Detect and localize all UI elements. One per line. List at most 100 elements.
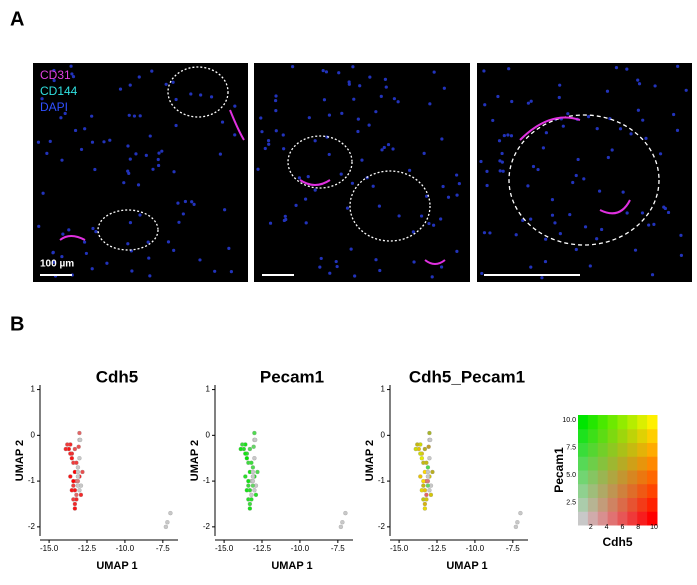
nucleus bbox=[160, 149, 164, 153]
point bbox=[428, 437, 433, 443]
nucleus bbox=[672, 112, 676, 117]
nucleus bbox=[550, 213, 555, 217]
nucleus bbox=[37, 224, 41, 228]
legend-cell bbox=[637, 456, 648, 471]
legend-cell bbox=[627, 415, 638, 430]
nucleus bbox=[291, 65, 295, 69]
nucleus bbox=[561, 124, 565, 128]
nucleus bbox=[345, 206, 350, 210]
point bbox=[250, 483, 256, 488]
point bbox=[77, 488, 82, 493]
point bbox=[425, 478, 431, 484]
legend-cell bbox=[617, 483, 628, 498]
nucleus bbox=[412, 260, 416, 264]
point bbox=[422, 446, 428, 452]
legend-x-tick: 10 bbox=[650, 524, 658, 531]
nucleus bbox=[128, 221, 133, 225]
point bbox=[250, 465, 256, 470]
nucleus bbox=[491, 118, 495, 123]
y-axis-label: UMAP 2 bbox=[189, 440, 201, 481]
legend-x-label: Cdh5 bbox=[603, 535, 633, 549]
point bbox=[163, 524, 169, 529]
nucleus bbox=[313, 139, 317, 143]
point bbox=[252, 488, 257, 493]
panel-label: A bbox=[10, 8, 24, 30]
nucleus bbox=[506, 133, 510, 137]
point bbox=[425, 483, 431, 488]
nucleus bbox=[303, 197, 308, 201]
nucleus bbox=[653, 84, 657, 88]
nucleus bbox=[384, 85, 388, 89]
nucleus bbox=[526, 101, 531, 105]
legend-cell bbox=[578, 442, 589, 457]
nucleus bbox=[558, 83, 562, 87]
nucleus bbox=[427, 221, 431, 226]
point bbox=[249, 497, 254, 502]
point bbox=[68, 474, 73, 479]
nucleus bbox=[157, 163, 161, 168]
nucleus bbox=[557, 95, 561, 100]
channel-label: DAPI bbox=[40, 100, 68, 114]
nucleus bbox=[136, 183, 141, 187]
nucleus bbox=[432, 70, 436, 74]
nucleus bbox=[676, 64, 680, 68]
nucleus bbox=[281, 133, 285, 137]
point bbox=[424, 497, 429, 502]
nucleus bbox=[274, 129, 278, 133]
legend-cell bbox=[597, 428, 609, 443]
point bbox=[430, 469, 435, 475]
nucleus bbox=[455, 249, 459, 253]
x-axis-label: UMAP 1 bbox=[96, 560, 137, 572]
nucleus bbox=[94, 230, 98, 234]
legend-cell bbox=[578, 456, 589, 471]
nucleus bbox=[198, 258, 202, 262]
nucleus bbox=[411, 230, 415, 234]
point bbox=[78, 492, 84, 497]
nucleus bbox=[621, 190, 625, 194]
legend-cell bbox=[587, 470, 599, 485]
point bbox=[63, 446, 68, 452]
point bbox=[75, 478, 81, 484]
y-tick-label: -2 bbox=[378, 522, 386, 531]
nucleus bbox=[544, 237, 548, 241]
nucleus bbox=[91, 226, 95, 231]
legend-cell bbox=[637, 511, 648, 526]
legend-cell bbox=[637, 470, 648, 485]
point bbox=[247, 446, 253, 452]
nucleus bbox=[126, 144, 130, 148]
point bbox=[75, 465, 81, 470]
nucleus bbox=[132, 114, 137, 118]
nucleus bbox=[151, 167, 155, 171]
nucleus bbox=[498, 159, 502, 163]
scale-label: 100 µm bbox=[40, 259, 74, 270]
point bbox=[65, 442, 70, 447]
nucleus bbox=[267, 142, 271, 146]
nucleus bbox=[595, 127, 599, 131]
nucleus bbox=[282, 147, 286, 151]
point bbox=[415, 442, 420, 447]
legend-x-tick: 6 bbox=[620, 524, 624, 531]
point bbox=[418, 451, 423, 456]
nucleus bbox=[335, 264, 339, 269]
point bbox=[249, 460, 254, 465]
nucleus bbox=[138, 114, 142, 118]
nucleus bbox=[128, 83, 132, 87]
nucleus bbox=[510, 99, 514, 104]
nucleus bbox=[122, 181, 126, 185]
legend-cell bbox=[637, 483, 648, 498]
nucleus bbox=[457, 182, 461, 186]
nucleus bbox=[558, 232, 562, 236]
nucleus bbox=[223, 208, 227, 212]
legend-cell bbox=[627, 511, 638, 526]
point bbox=[165, 520, 170, 525]
x-tick-label: -7.5 bbox=[506, 544, 520, 553]
nucleus bbox=[130, 269, 134, 273]
nucleus bbox=[339, 172, 343, 176]
nucleus bbox=[397, 214, 401, 218]
legend-cell bbox=[617, 415, 628, 430]
point bbox=[424, 492, 429, 497]
point bbox=[80, 469, 85, 475]
legend-y-tick: 10.0 bbox=[562, 417, 576, 424]
nucleus bbox=[566, 112, 570, 116]
nucleus bbox=[233, 133, 237, 137]
